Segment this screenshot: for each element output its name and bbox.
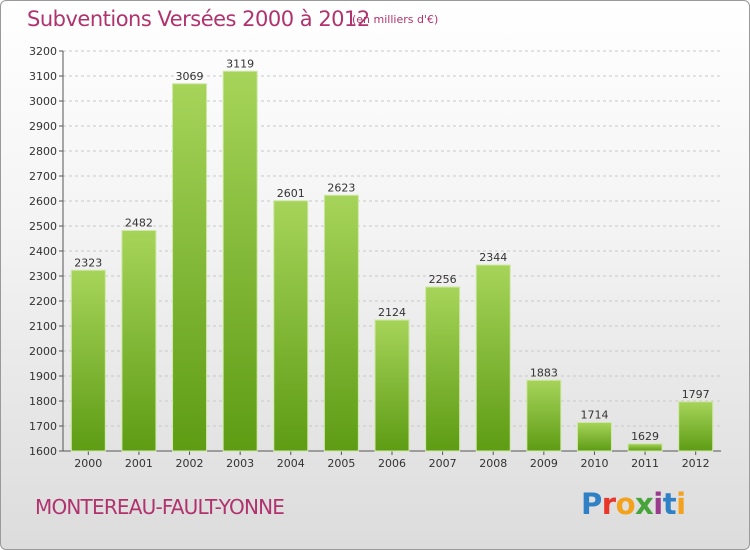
bar: [576, 422, 612, 452]
x-tick-label: 2008: [479, 457, 507, 470]
bar: [526, 379, 562, 452]
data-label: 1797: [682, 388, 710, 401]
chart-title: Subventions Versées 2000 à 2012: [27, 7, 370, 31]
bar: [475, 264, 511, 452]
data-label: 1629: [631, 430, 659, 443]
y-tick-label: 1900: [29, 370, 57, 383]
bar: [172, 83, 208, 452]
y-tick-label: 2600: [29, 195, 57, 208]
logo-letter: t: [662, 487, 677, 521]
y-tick-label: 2800: [29, 145, 57, 158]
data-label: 1714: [580, 409, 608, 422]
x-tick-label: 2006: [378, 457, 406, 470]
data-label: 2601: [277, 187, 305, 200]
y-tick-label: 3100: [29, 70, 57, 83]
x-tick-label: 2003: [226, 457, 254, 470]
data-label: 2482: [125, 217, 153, 230]
proxiti-logo[interactable]: Proxiti: [581, 487, 686, 521]
logo-letter: o: [615, 487, 636, 521]
y-tick-label: 3200: [29, 45, 57, 58]
data-label: 3119: [226, 57, 254, 70]
chart-subtitle: (en milliers d'€): [352, 13, 439, 26]
y-tick-label: 2200: [29, 295, 57, 308]
data-label: 2323: [74, 256, 102, 269]
x-tick-label: 2001: [125, 457, 153, 470]
logo-letter: i: [676, 487, 686, 521]
bar: [70, 269, 106, 452]
y-tick-label: 2700: [29, 170, 57, 183]
y-tick-label: 2100: [29, 320, 57, 333]
bar: [222, 70, 258, 452]
y-tick-label: 2300: [29, 270, 57, 283]
y-tick-label: 2000: [29, 345, 57, 358]
x-tick-label: 2012: [682, 457, 710, 470]
data-label: 3069: [176, 70, 204, 83]
data-label: 2623: [327, 181, 355, 194]
bar: [678, 401, 714, 452]
y-tick-label: 1600: [29, 445, 57, 458]
data-label: 2344: [479, 251, 507, 264]
logo-letter: i: [653, 487, 663, 521]
x-tick-label: 2005: [327, 457, 355, 470]
x-tick-label: 2010: [580, 457, 608, 470]
bar: [273, 200, 309, 452]
x-tick-label: 2009: [530, 457, 558, 470]
y-tick-label: 2400: [29, 245, 57, 258]
y-tick-label: 1700: [29, 420, 57, 433]
data-labels: 2323 2482 3069 3119 2601 2623 2124 2256 2344 1883…: [74, 57, 709, 443]
y-tick-label: 2500: [29, 220, 57, 233]
data-label: 2256: [429, 273, 457, 286]
bars: [70, 70, 714, 452]
commune-name: MONTEREAU-FAULT-YONNE: [35, 495, 285, 519]
y-tick-label: 2900: [29, 120, 57, 133]
bar: [323, 194, 359, 452]
bar: [374, 319, 410, 452]
x-tick-label: 2007: [429, 457, 457, 470]
data-label: 1883: [530, 366, 558, 379]
x-tick-label: 2011: [631, 457, 659, 470]
x-tick-label: 2002: [176, 457, 204, 470]
logo-letter: r: [601, 487, 616, 521]
logo-letter: x: [635, 487, 654, 521]
data-label: 2124: [378, 306, 406, 319]
x-tick-label: 2004: [277, 457, 305, 470]
x-tick-label: 2000: [74, 457, 102, 470]
y-tick-label: 1800: [29, 395, 57, 408]
bar: [121, 230, 157, 452]
axes: 1600 1700 1800 1900 2000 2100 2200 2300 2400 2500…: [29, 45, 721, 470]
bar: [627, 443, 663, 452]
y-tick-label: 3000: [29, 95, 57, 108]
logo-letter: P: [581, 487, 602, 521]
bar: [425, 286, 461, 452]
